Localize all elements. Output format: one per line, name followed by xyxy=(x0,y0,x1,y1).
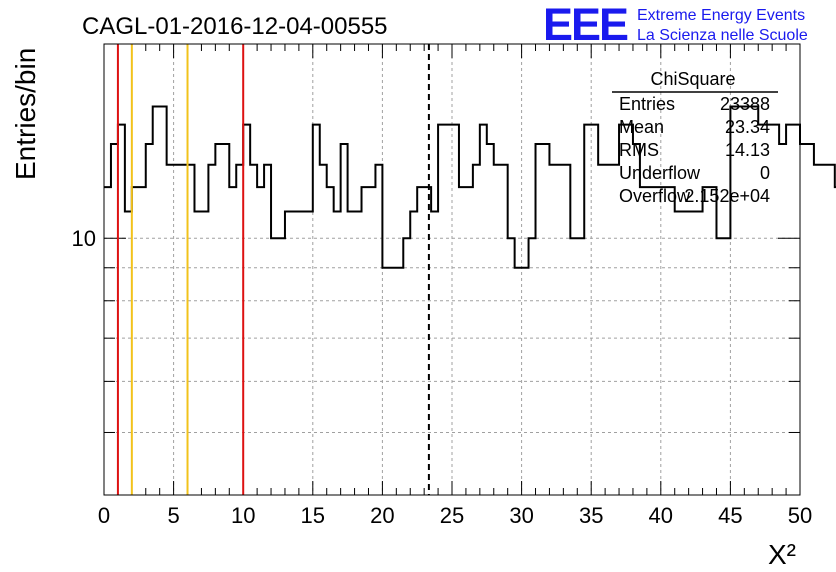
stats-title: ChiSquare xyxy=(650,69,735,89)
stats-label-rms: RMS xyxy=(619,140,659,160)
y-tick-label: 10 xyxy=(72,226,96,251)
stats-value-underflow: 0 xyxy=(760,163,770,183)
logo-mark: EEE xyxy=(543,0,628,50)
eee-logo: EEE Extreme Energy Events La Scienza nel… xyxy=(543,0,808,50)
x-tick-label: 5 xyxy=(167,503,179,528)
x-tick-label: 0 xyxy=(98,503,110,528)
x-tick-label: 30 xyxy=(509,503,533,528)
tick-labels: 0 5 10 15 20 25 30 35 40 45 50 10 xyxy=(72,226,813,528)
stats-label-entries: Entries xyxy=(619,94,675,114)
x-tick-label: 35 xyxy=(579,503,603,528)
grid xyxy=(104,44,800,495)
x-tick-label: 20 xyxy=(370,503,394,528)
stats-label-overflow: Overflow xyxy=(619,186,691,206)
stats-value-mean: 23.34 xyxy=(725,117,770,137)
x-tick-label: 45 xyxy=(718,503,742,528)
reference-lines xyxy=(116,44,430,495)
x-tick-label: 15 xyxy=(301,503,325,528)
y-axis-label: Entries/bin xyxy=(10,48,41,180)
logo-line-2: La Scienza nelle Scuole xyxy=(637,27,808,44)
x-tick-label: 50 xyxy=(788,503,812,528)
histogram-outline xyxy=(104,105,836,269)
stats-box: ChiSquare Entries 23388 Mean 23.34 RMS 1… xyxy=(612,69,778,206)
histogram xyxy=(104,105,836,269)
x-tick-label: 25 xyxy=(440,503,464,528)
chart-title: CAGL-01-2016-12-04-00555 xyxy=(82,13,388,40)
stats-label-underflow: Underflow xyxy=(619,163,701,183)
plot-frame xyxy=(103,43,801,496)
stats-value-rms: 14.13 xyxy=(725,140,770,160)
stats-label-mean: Mean xyxy=(619,117,664,137)
x-tick-label: 10 xyxy=(231,503,255,528)
stats-value-entries: 23388 xyxy=(720,94,770,114)
x-axis-label: X² xyxy=(768,539,796,570)
x-tick-label: 40 xyxy=(649,503,673,528)
logo-line-1: Extreme Energy Events xyxy=(637,7,805,24)
stats-value-overflow: 2.152e+04 xyxy=(684,186,770,206)
